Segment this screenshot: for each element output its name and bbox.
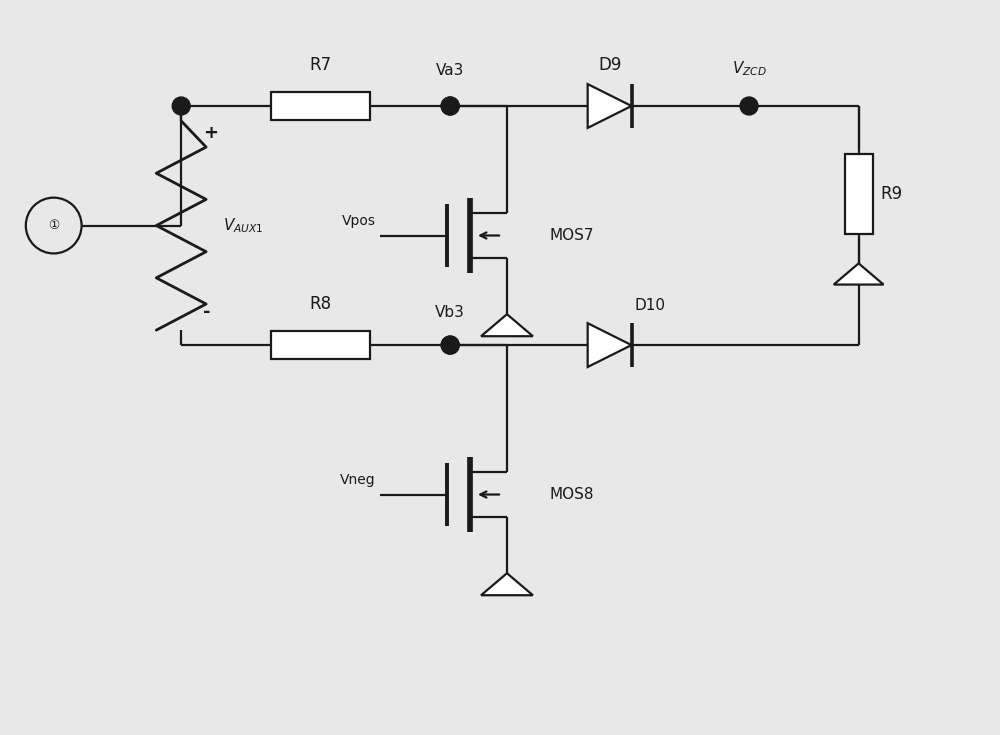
Text: +: + bbox=[203, 124, 218, 142]
Text: D9: D9 bbox=[598, 56, 621, 74]
Polygon shape bbox=[588, 84, 632, 128]
Polygon shape bbox=[481, 573, 533, 595]
Polygon shape bbox=[481, 314, 533, 336]
Text: Vpos: Vpos bbox=[341, 214, 375, 228]
Text: MOS7: MOS7 bbox=[550, 228, 594, 243]
Bar bbox=[845, 154, 873, 234]
Text: ①: ① bbox=[48, 219, 59, 232]
Polygon shape bbox=[834, 263, 884, 284]
Text: R7: R7 bbox=[310, 56, 332, 74]
Text: MOS8: MOS8 bbox=[550, 487, 594, 502]
Text: Va3: Va3 bbox=[436, 63, 464, 78]
Text: $V_{ZCD}$: $V_{ZCD}$ bbox=[732, 60, 766, 78]
Circle shape bbox=[441, 336, 459, 354]
Text: R9: R9 bbox=[881, 184, 903, 203]
Text: D10: D10 bbox=[634, 298, 665, 313]
Text: R8: R8 bbox=[310, 295, 332, 313]
Circle shape bbox=[441, 97, 459, 115]
Circle shape bbox=[441, 336, 459, 354]
Text: -: - bbox=[203, 304, 211, 321]
Bar bbox=[271, 331, 370, 359]
Circle shape bbox=[172, 97, 190, 115]
Polygon shape bbox=[588, 323, 632, 367]
Text: $V_{AUX1}$: $V_{AUX1}$ bbox=[223, 216, 264, 235]
Text: Vneg: Vneg bbox=[340, 473, 375, 487]
Text: Vb3: Vb3 bbox=[435, 305, 465, 320]
Circle shape bbox=[740, 97, 758, 115]
Circle shape bbox=[441, 97, 459, 115]
Bar bbox=[271, 92, 370, 120]
Circle shape bbox=[26, 198, 82, 254]
